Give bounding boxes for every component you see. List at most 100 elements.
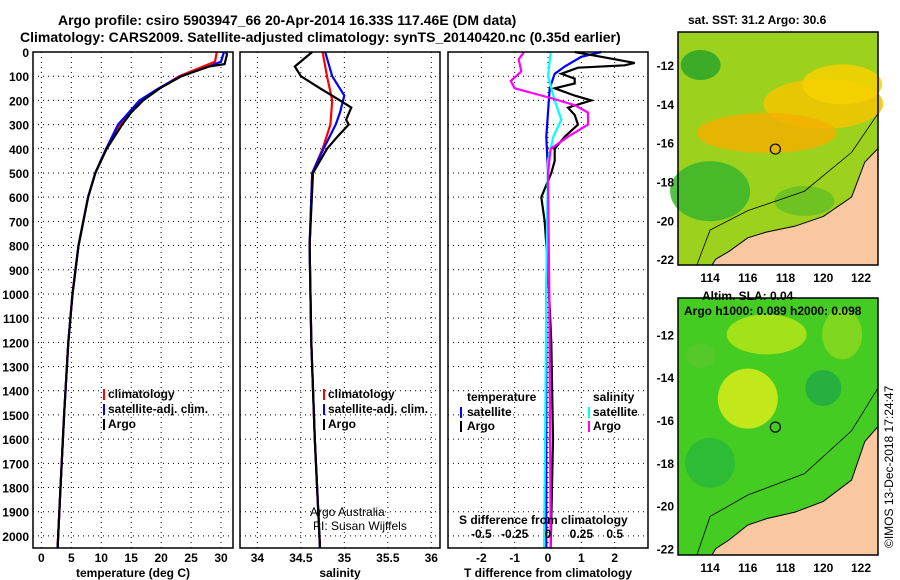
x-axis-label: temperature (deg C): [76, 566, 190, 580]
x-tick-label: 35: [338, 551, 352, 565]
lat-tick-label: -14: [657, 371, 675, 385]
y-tick-label: 1800: [2, 482, 29, 496]
legend-title-temperature: temperature: [467, 390, 537, 404]
lon-tick-label: 118: [776, 561, 796, 575]
map-color-patch: [670, 161, 751, 222]
map-color-patch: [696, 112, 837, 153]
y-tick-label: 900: [9, 264, 29, 278]
legend-swatch: [588, 407, 590, 418]
annotation-line: PI: Susan Wijffels: [313, 519, 407, 533]
argo-location-marker: [769, 421, 781, 433]
y-tick-label: 300: [9, 119, 29, 133]
y-tick-label: 100: [9, 70, 29, 84]
series-line-climatology: [308, 51, 334, 549]
credit-text: ©IMOS 13-Dec-2018 17:24:47: [882, 385, 896, 548]
x-tick-label: 34: [251, 551, 265, 565]
x-tick-label: -2: [476, 551, 487, 565]
map-color-patch: [726, 314, 807, 355]
legend-title-salinity: salinity: [593, 390, 635, 404]
lon-tick-label: 116: [738, 561, 758, 575]
y-tick-label: 0: [22, 46, 29, 60]
x2-tick-label: -0.5: [471, 527, 492, 541]
annotation-line: Argo Australia: [310, 505, 385, 519]
y-tick-label: 1400: [2, 385, 29, 399]
series-line-argo: [293, 51, 353, 549]
legend-swatch: [323, 404, 325, 415]
x-tick-label: 25: [184, 551, 198, 565]
x-tick-label: 20: [154, 551, 168, 565]
legend-label: satellite-adj. clim.: [108, 402, 208, 416]
y-tick-label: 1900: [2, 506, 29, 520]
legend-label: Argo: [328, 417, 356, 431]
x-tick-label: 15: [125, 551, 139, 565]
y-tick-label: 200: [9, 94, 29, 108]
legend-label: climatology: [328, 387, 395, 401]
map-frame: [677, 297, 879, 556]
map-color-patch: [685, 437, 736, 488]
y-tick-label: 800: [9, 240, 29, 254]
x-tick-label: 35.5: [376, 551, 400, 565]
title-line2: Climatology: CARS2009. Satellite-adjuste…: [20, 29, 621, 45]
y-tick-label: 400: [9, 143, 29, 157]
panel-2: 34 34.5 35 35.5 36 salinity climatologysatelli…: [239, 51, 441, 580]
x-tick-label: 36: [425, 551, 439, 565]
plot-frame: [32, 51, 234, 549]
plot-frame: [447, 51, 649, 549]
legend-swatch: [103, 404, 105, 415]
x-tick-label: 10: [95, 551, 109, 565]
lon-tick-label: 120: [813, 561, 833, 575]
x2-axis-label: S difference from climatology: [459, 513, 628, 527]
lat-tick-label: -20: [657, 214, 675, 228]
x-tick-label: 0: [38, 551, 45, 565]
lon-tick-label: 120: [813, 271, 833, 285]
x2-tick-label: 0.5: [606, 527, 623, 541]
y-tick-label: 1700: [2, 457, 29, 471]
series-line-s-argo: [509, 51, 590, 549]
x2-tick-label: 0: [545, 527, 552, 541]
map-color-patch: [685, 343, 716, 368]
lon-tick-label: 114: [700, 561, 720, 575]
lon-tick-label: 122: [851, 271, 871, 285]
lon-tick-label: 116: [738, 271, 758, 285]
map-color-patch: [680, 50, 721, 81]
panel-3: -2 -1 0 1 2T difference from climatology temp…: [447, 50, 649, 580]
legend-label: Argo: [108, 417, 136, 431]
y-tick-label: 1300: [2, 361, 29, 375]
y-tick-label: 700: [9, 215, 29, 229]
x-tick-label: 0: [545, 551, 552, 565]
map-color-patch: [805, 369, 842, 406]
map-color-patch: [717, 368, 778, 429]
legend-swatch: [588, 421, 590, 432]
lat-tick-label: -20: [657, 500, 675, 514]
legend-swatch: [323, 419, 325, 430]
sla-map-subtitle: Argo h1000: 0.089 h2000: 0.098: [684, 304, 862, 318]
lon-tick-label: 122: [851, 561, 871, 575]
lat-tick-label: -14: [657, 98, 675, 112]
isobath-line: [696, 387, 879, 556]
map-color-patch: [802, 64, 883, 105]
map-frame: [677, 31, 879, 266]
lat-tick-label: -16: [657, 137, 675, 151]
sla-map-title: Altim. SLA: 0.04: [702, 289, 794, 303]
y-tick-label: 2000: [2, 530, 29, 544]
series-line-satellite-adj-clim-: [308, 51, 346, 549]
x-tick-label: 5: [68, 551, 75, 565]
lat-tick-label: -18: [657, 457, 675, 471]
x-tick-label: 2: [611, 551, 618, 565]
y-tick-label: 500: [9, 167, 29, 181]
lat-tick-label: -16: [657, 414, 675, 428]
map-color-patch: [822, 309, 863, 360]
y-tick-label: 1200: [2, 336, 29, 350]
isobath-line: [696, 113, 879, 266]
legend-label: satellite-adj. clim.: [328, 402, 428, 416]
argo-location-marker: [769, 143, 781, 155]
y-tick-label: 1500: [2, 409, 29, 423]
y-tick-label: 1600: [2, 433, 29, 447]
legend-swatch: [103, 419, 105, 430]
legend-label: satellite: [593, 405, 638, 419]
legend-label: Argo: [593, 419, 621, 433]
lat-tick-label: -12: [657, 328, 675, 342]
legend-swatch: [323, 389, 325, 400]
